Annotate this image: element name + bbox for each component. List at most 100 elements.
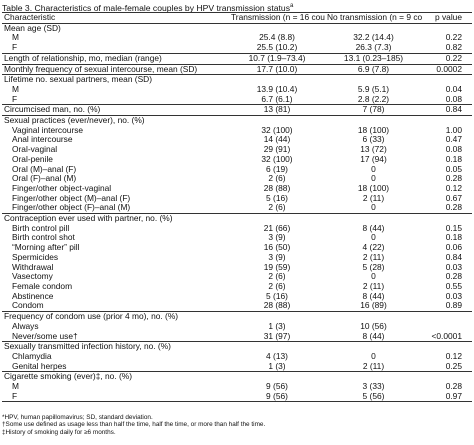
cell-transmission: 25.5 (10.2) [256,43,298,53]
cell-transmission: 9 (56) [229,391,325,403]
cell-transmission: 3 (9) [268,233,286,243]
row-label: Spermicides [12,252,59,262]
row-label: Sexually transmitted infection history, … [2,341,229,352]
cell-transmission [229,371,325,383]
cell-p-value: 0.18 [445,233,462,243]
cell-no-transmission: 8 (44) [362,291,385,301]
cell-p-value: 0.28 [445,174,462,184]
cell-p-value: 1.00 [445,125,462,135]
cell-transmission: 32 (100) [261,154,293,164]
row-label: Withdrawal [12,262,54,272]
table-row: Oral (M)–anal (F) 6 (19) 0 0.05 [2,165,472,175]
cell-transmission [229,115,325,126]
table-row: Finger/other object-vaginal 28 (88) 18 (10… [2,184,472,194]
table-row: Finger/other object (F)–anal (M) 2 (6) 0 0.… [2,203,472,213]
table-row: M 9 (56) 3 (33) 0.28 [2,382,472,392]
row-label: Genital herpes [12,361,67,371]
cell-no-transmission: 0 [371,351,376,361]
row-label: Abstinence [12,291,54,301]
cell-transmission: 32 (100) [261,125,293,135]
table-row: Always 1 (3) 10 (56) [2,322,472,332]
cell-p-value: 0.12 [445,183,462,193]
row-label: Always [12,321,39,331]
cell-no-transmission: 32.2 (14.4) [353,33,394,43]
row-label: Circumcised man, no. (%) [2,104,229,116]
cell-transmission [229,22,325,34]
cell-p-value: 0.22 [422,52,472,65]
cell-p-value: <0.0001 [431,331,462,341]
cell-no-transmission [325,74,422,85]
cell-no-transmission: 3 (33) [362,382,385,392]
footnotes: *HPV, human papillomavirus; SD, standard… [2,414,265,436]
cell-p-value: 0.67 [445,193,462,203]
column-header-p-value: p value [422,12,472,24]
table-row: “Morning after” pill 16 (50) 4 (22) 0.06 [2,243,472,253]
cell-no-transmission: 10 (56) [360,321,387,331]
table-row: Mean age (SD) [2,22,472,34]
cell-transmission: 28 (88) [263,301,291,311]
cell-p-value: 0.89 [445,301,462,311]
cell-p-value: 0.55 [445,281,462,291]
cell-p-value: 0.28 [445,203,462,213]
cell-no-transmission: 6.9 (7.8) [325,63,422,75]
cell-no-transmission: 4 (22) [362,243,385,253]
table-row: Sexually transmitted infection history, … [2,341,472,352]
cell-no-transmission [325,341,422,352]
cell-p-value: 0.28 [445,382,462,392]
table-row: Length of relationship, mo, median (rang… [2,52,472,65]
column-header-no-transmission: No transmission (n = 9 couples) [325,12,422,24]
cell-p-value [422,371,472,383]
cell-transmission: 5 (16) [266,193,288,203]
table-row: Chlamydia 4 (13) 0 0.12 [2,352,472,362]
cell-transmission: 17.7 (10.0) [229,63,325,75]
cell-transmission: 2 (6) [268,203,286,213]
cell-p-value: 0.0002 [422,63,472,75]
cell-p-value: 0.08 [445,145,462,155]
cell-transmission [229,341,325,352]
cell-no-transmission: 18 (100) [357,125,390,135]
cell-transmission: 2 (6) [268,272,286,282]
table-row: Genital herpes 1 (3) 2 (11) 0.25 [2,362,472,372]
table-row: Finger/other object (M)–anal (F) 5 (16) 2 … [2,194,472,204]
cell-p-value: 0.22 [445,33,462,43]
table-row: Spermicides 3 (9) 2 (11) 0.84 [2,253,472,263]
cell-p-value [422,115,472,126]
row-label: Female condom [12,281,73,291]
cell-transmission: 1 (3) [268,321,286,331]
cell-no-transmission: 13 (72) [360,145,387,155]
cell-transmission: 2 (6) [268,281,286,291]
cell-p-value [422,74,472,85]
table-row: Cigarette smoking (ever)‡, no. (%) [2,371,472,383]
table-body: Mean age (SD) M 25.4 (8.8) 32.2 (14.4) 0.22 F… [2,22,472,403]
cell-no-transmission: 0 [371,272,376,282]
cell-no-transmission: 0 [371,174,376,184]
cell-p-value [422,22,472,34]
row-label: F [2,391,229,403]
cell-no-transmission: 2 (11) [362,193,385,203]
cell-transmission: 2 (6) [268,174,286,184]
cell-p-value: 0.47 [445,135,462,145]
row-label: F [12,94,18,104]
cell-no-transmission: 7 (78) [325,104,422,116]
cell-no-transmission: 6 (33) [362,135,385,145]
row-label: Finger/other object-vaginal [12,183,112,193]
cell-no-transmission: 17 (94) [360,154,387,164]
cell-p-value: 0.03 [445,291,462,301]
row-label: Finger/other object (F)–anal (M) [12,203,131,213]
cell-p-value: 0.04 [445,84,462,94]
cell-transmission [229,311,325,322]
cell-transmission: 16 (50) [263,243,291,253]
table-row: Condom 28 (88) 16 (89) 0.89 [2,301,472,311]
cell-transmission: 6.7 (6.1) [261,94,293,104]
row-label: Lifetime no. sexual partners, mean (SD) [2,74,229,85]
cell-p-value: 0.03 [445,262,462,272]
row-label: Length of relationship, mo, median (rang… [2,52,229,65]
row-label: “Morning after” pill [12,243,80,253]
row-label: Anal intercourse [12,135,73,145]
cell-no-transmission: 8 (44) [362,331,385,341]
row-label: Frequency of condom use (prior 4 mo), no… [2,311,229,322]
cell-no-transmission: 5 (56) [325,391,422,403]
row-label: Never/some use† [12,331,78,341]
